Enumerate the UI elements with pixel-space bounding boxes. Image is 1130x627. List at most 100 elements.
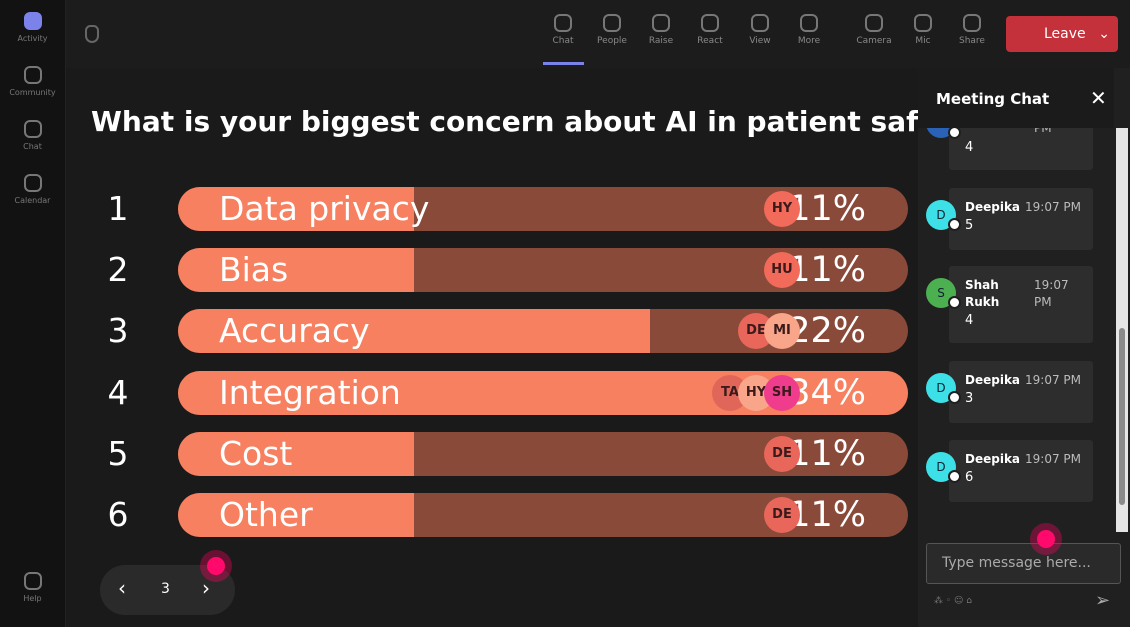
sidebar-item[interactable]: Activity (0, 12, 65, 43)
toolbar (66, 0, 1130, 68)
bar-fill (178, 248, 415, 293)
option-number: 2 (107, 250, 129, 290)
bar-fill (178, 309, 651, 354)
option-bar: Cost 11% DE (178, 431, 908, 476)
format-icons[interactable]: ⁂ ◦ ☺ ⌂ (934, 596, 972, 606)
sidebar-item[interactable]: Calendar (0, 174, 65, 205)
chat-time: 19:07 PM (1025, 373, 1081, 387)
chat-card (949, 188, 1093, 250)
option-bar: Accuracy 22% DE MI (178, 309, 908, 354)
toolbar-label: More (797, 36, 821, 46)
toolbar-button[interactable]: Chat (541, 14, 585, 46)
option-bar: Data privacy 11% HY (178, 187, 908, 231)
option-label: Cost (219, 433, 293, 473)
leave-button[interactable]: Leave ⌄ (1006, 16, 1118, 52)
option-label: Integration (219, 372, 401, 412)
chat-sender: Shah Rukh (965, 278, 1000, 309)
option-percent: 34% (788, 372, 866, 413)
next-button[interactable]: › (202, 576, 210, 600)
option-bar: Other 11% DE (178, 493, 908, 537)
cursor-dot (1030, 523, 1062, 555)
toolbar-button[interactable]: View (738, 14, 782, 46)
chat-time: 19:07 PM (1025, 452, 1081, 466)
option-label: Data privacy (219, 189, 430, 228)
toolbar-label: Camera (856, 36, 892, 46)
status-dot (948, 296, 961, 309)
option-number: 5 (107, 433, 129, 473)
option-label: Bias (219, 250, 289, 290)
toolbar-button[interactable]: Raise (639, 14, 683, 46)
option-percent: 11% (788, 189, 866, 229)
toolbar-label: Mic (915, 36, 931, 46)
bar-fill (178, 187, 415, 231)
chat-text: 4 (965, 313, 974, 328)
chat-text: 3 (965, 391, 974, 406)
option-percent: 11% (788, 433, 866, 474)
chat-text: 4 (965, 140, 974, 155)
chat-card (949, 361, 1093, 423)
sidebar-item[interactable]: Chat (0, 120, 65, 151)
option-percent: 11% (788, 250, 866, 291)
toolbar-label: View (749, 36, 771, 46)
toolbar-label: Raise (648, 36, 674, 46)
sidebar-label: Calendar (14, 196, 51, 205)
prev-button[interactable]: ‹ (118, 576, 126, 600)
chat-time: 19:07 PM (1025, 200, 1081, 214)
chat-card (949, 266, 1093, 343)
option-label: Accuracy (219, 311, 370, 351)
toolbar-label: Chat (552, 36, 574, 46)
status-dot (948, 218, 961, 231)
sidebar-label: Activity (17, 34, 48, 43)
sidebar-label: Chat (23, 142, 42, 151)
bar-fill (178, 431, 415, 476)
sidebar-label: Community (9, 88, 56, 97)
toolbar-label: People (597, 36, 627, 46)
chat-header (918, 68, 1114, 128)
option-bar: Bias 11% HU (178, 248, 908, 293)
voter-avatar: HU (764, 252, 800, 289)
option-percent: 22% (788, 311, 866, 352)
poll-question: What is your biggest concern about AI in… (91, 105, 986, 138)
cursor-dot (200, 550, 232, 582)
toolbar-label: React (697, 36, 723, 46)
option-percent: 11% (788, 495, 866, 535)
option-number: 6 (107, 495, 129, 534)
scrollbar (1116, 128, 1128, 532)
shield-icon (85, 25, 99, 43)
voter-avatar: SH (764, 374, 800, 411)
voter-avatar: HY (764, 191, 800, 227)
active-tab-indicator (543, 62, 584, 65)
toolbar-button[interactable]: Mic (901, 14, 945, 46)
toolbar-button[interactable]: Share (950, 14, 994, 46)
chat-time: 19:07 PM (1034, 278, 1069, 309)
voter-avatar: DE (764, 435, 800, 472)
sidebar-item[interactable]: Help (0, 572, 65, 603)
toolbar-label: Share (959, 36, 985, 46)
option-number: 3 (107, 311, 129, 351)
chat-title: Meeting Chat (936, 90, 1050, 108)
option-label: Other (219, 495, 313, 534)
status-dot (948, 470, 961, 483)
toolbar-button[interactable]: Camera (852, 14, 896, 46)
sidebar-item[interactable]: Community (0, 66, 65, 97)
page-number: 3 (161, 581, 170, 597)
message-input[interactable]: Type message here... (926, 543, 1121, 584)
toolbar-button[interactable]: More (787, 14, 831, 46)
chat-sender: Deepika (965, 200, 1021, 214)
toolbar-button[interactable]: People (590, 14, 634, 46)
chat-sender: Deepika (965, 373, 1021, 387)
close-button[interactable]: ✕ (1090, 86, 1107, 110)
toolbar-button[interactable]: React (688, 14, 732, 46)
chat-sender: Deepika (965, 452, 1021, 466)
voter-avatar: MI (764, 313, 800, 350)
leave-label: Leave (1044, 26, 1086, 42)
send-button[interactable]: ➢ (1095, 590, 1111, 611)
status-dot (948, 391, 961, 404)
option-number: 1 (107, 189, 129, 228)
sidebar (0, 0, 66, 627)
chat-text: 6 (965, 470, 974, 485)
chat-text: 5 (965, 218, 974, 233)
option-number: 4 (107, 372, 129, 412)
option-bar: Integration 34% TA HY SH (178, 370, 908, 415)
